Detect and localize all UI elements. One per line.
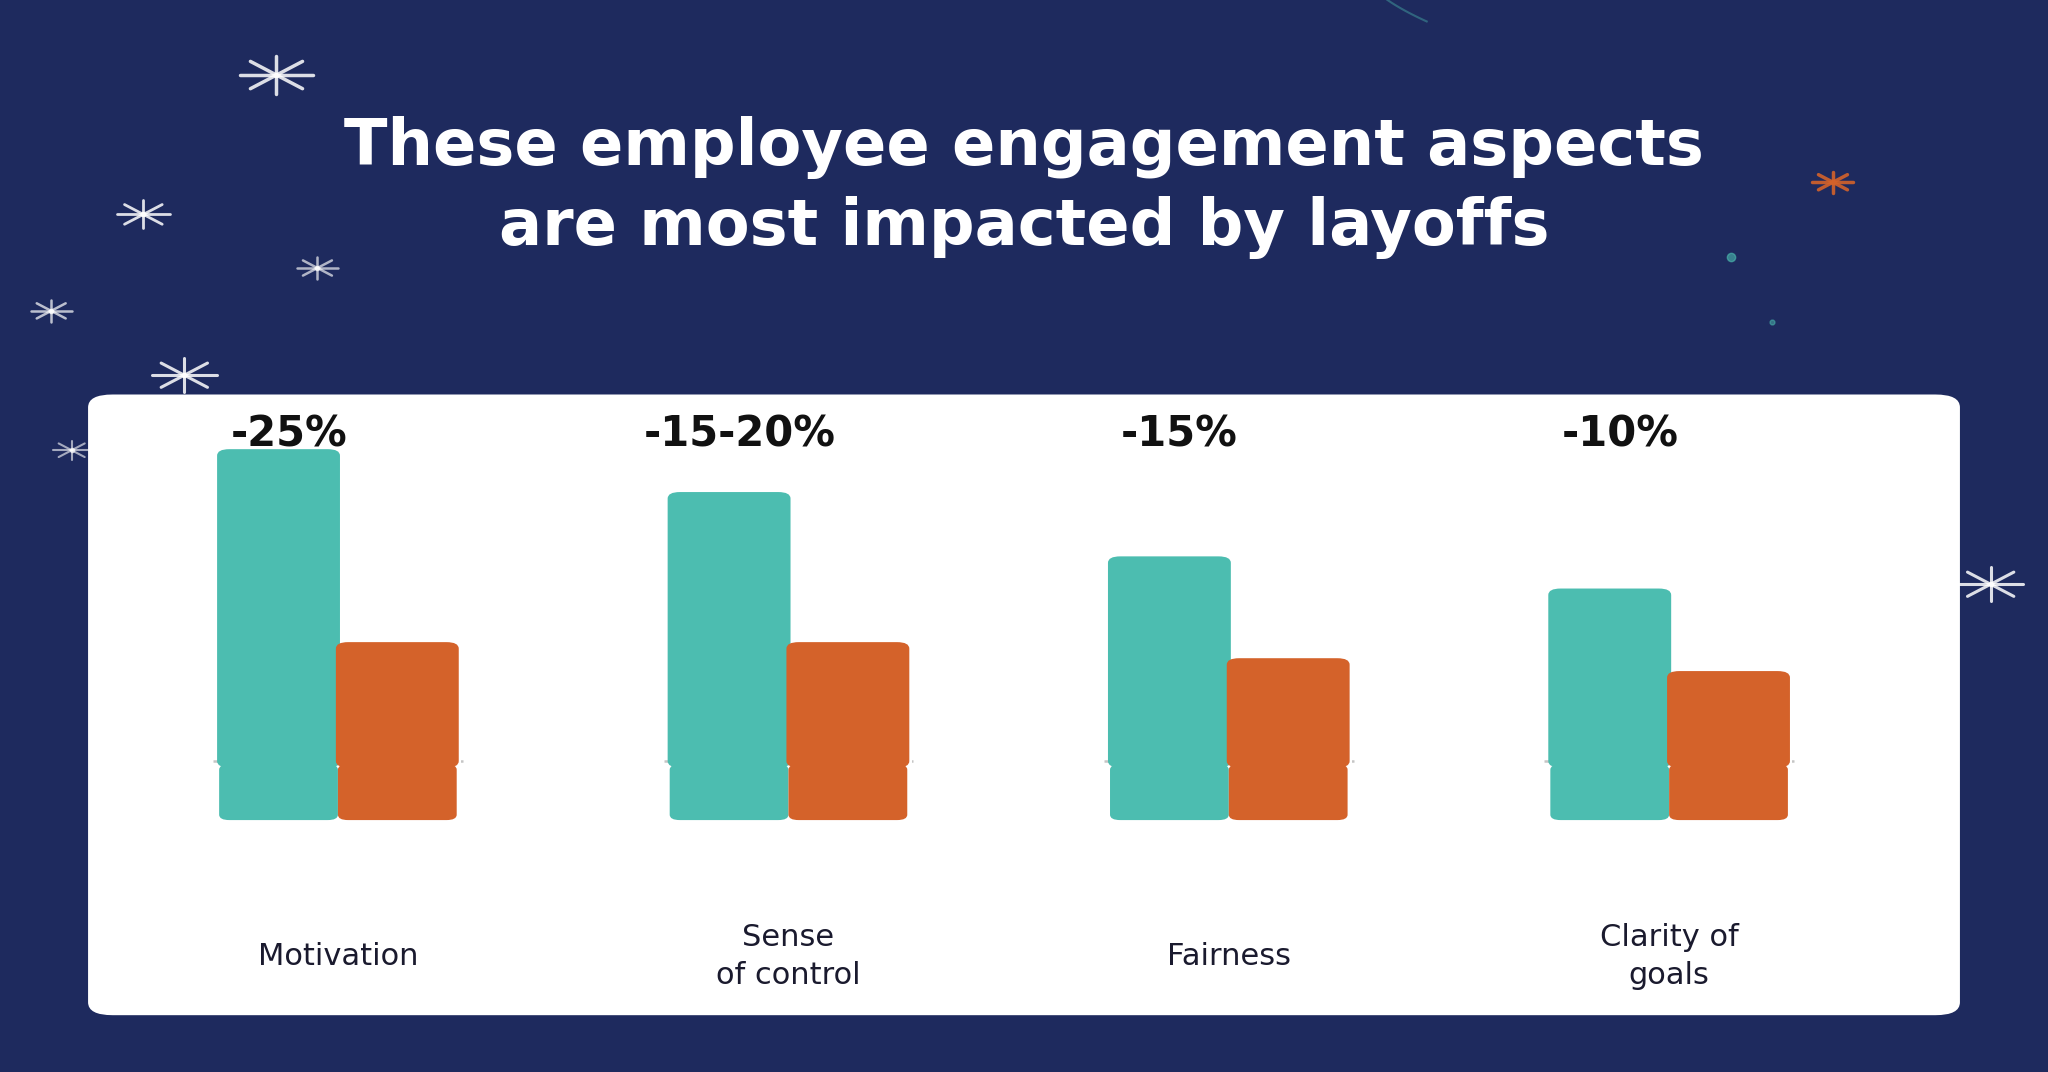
Text: -10%: -10% — [1561, 413, 1679, 456]
FancyBboxPatch shape — [1669, 764, 1788, 820]
FancyBboxPatch shape — [336, 642, 459, 768]
FancyBboxPatch shape — [1667, 671, 1790, 768]
FancyBboxPatch shape — [1108, 556, 1231, 768]
FancyBboxPatch shape — [338, 764, 457, 820]
FancyBboxPatch shape — [670, 764, 788, 820]
Text: Fairness: Fairness — [1167, 941, 1290, 971]
Text: -15-20%: -15-20% — [643, 413, 836, 456]
FancyBboxPatch shape — [1110, 764, 1229, 820]
FancyBboxPatch shape — [1227, 658, 1350, 768]
Text: Sense
of control: Sense of control — [717, 923, 860, 989]
Text: Motivation: Motivation — [258, 941, 418, 971]
Text: -15%: -15% — [1120, 413, 1239, 456]
Text: Clarity of
goals: Clarity of goals — [1599, 923, 1739, 989]
FancyBboxPatch shape — [1548, 589, 1671, 768]
FancyBboxPatch shape — [1229, 764, 1348, 820]
FancyBboxPatch shape — [786, 642, 909, 768]
FancyBboxPatch shape — [1550, 764, 1669, 820]
FancyBboxPatch shape — [788, 764, 907, 820]
Text: -25%: -25% — [229, 413, 348, 456]
FancyBboxPatch shape — [88, 394, 1960, 1015]
FancyBboxPatch shape — [668, 492, 791, 768]
Text: These employee engagement aspects
are most impacted by layoffs: These employee engagement aspects are mo… — [344, 116, 1704, 259]
FancyBboxPatch shape — [217, 449, 340, 768]
FancyBboxPatch shape — [219, 764, 338, 820]
